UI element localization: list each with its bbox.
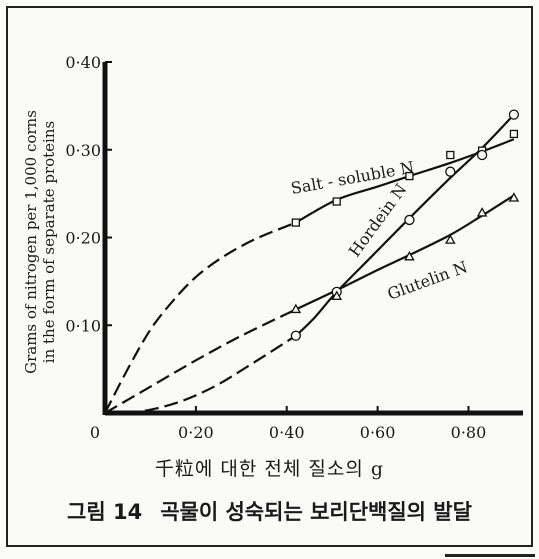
x-tick-label: 0·80 [451, 423, 487, 440]
x-tick-label: 0 [90, 423, 100, 440]
data-point-triangle [508, 192, 520, 202]
series-label-glutelin: Glutelin N [385, 257, 470, 303]
x-axis-label: 千粒에 대한 전체 질소의 g [154, 458, 385, 480]
series-line-extrapolated-triangle [104, 308, 297, 414]
data-point-square [446, 150, 455, 160]
x-tick-label: 0·60 [360, 423, 396, 440]
series-label-hordein: Hordein N [345, 180, 411, 260]
y-tick-label: 0·30 [65, 141, 101, 160]
figure-caption: 그림 14 곡물이 성숙되는 보리단백질의 발달 [0, 496, 539, 526]
y-axis-label-line1: Grams of nitrogen per 1,000 corns [22, 110, 40, 374]
data-point-circle [508, 109, 520, 120]
data-point-square [405, 171, 414, 181]
series-markers [290, 109, 520, 341]
x-tick-label: 0·40 [269, 423, 305, 440]
data-point-square [509, 129, 519, 139]
tick-labels: 0 0·20 0·40 0·60 0·80 0·10 0·20 0·30 0·40 [65, 53, 486, 440]
data-point-triangle [331, 290, 343, 300]
caption-text: 곡물이 성숙되는 보리단백질의 발달 [160, 500, 472, 524]
y-tick-label: 0·40 [65, 53, 101, 72]
x-tick-label: 0·20 [178, 423, 214, 440]
y-tick-label: 0·10 [65, 316, 101, 335]
series-line-extrapolated-square [104, 221, 297, 414]
data-point-circle [476, 149, 488, 161]
data-point-square [332, 197, 341, 206]
data-point-circle [404, 214, 415, 226]
data-point-triangle [404, 250, 415, 261]
y-axis-label-line2: in the form of separate proteins [40, 121, 58, 363]
data-point-triangle [476, 207, 488, 217]
corner-mark [445, 554, 535, 557]
chart: 0 0·20 0·40 0·60 0·80 0·10 0·20 0·30 0·40 Salt -… [22, 53, 523, 440]
y-tick-label: 0·20 [65, 229, 101, 248]
data-point-triangle [444, 234, 456, 244]
data-point-triangle [290, 303, 302, 314]
data-point-circle [445, 166, 456, 177]
figure-frame [6, 6, 533, 547]
data-point-circle [290, 330, 301, 341]
axes [102, 61, 523, 416]
series-line-extrapolated-circle [104, 334, 297, 415]
caption-figure-number: 그림 14 [67, 500, 143, 524]
data-point-square [291, 218, 300, 227]
